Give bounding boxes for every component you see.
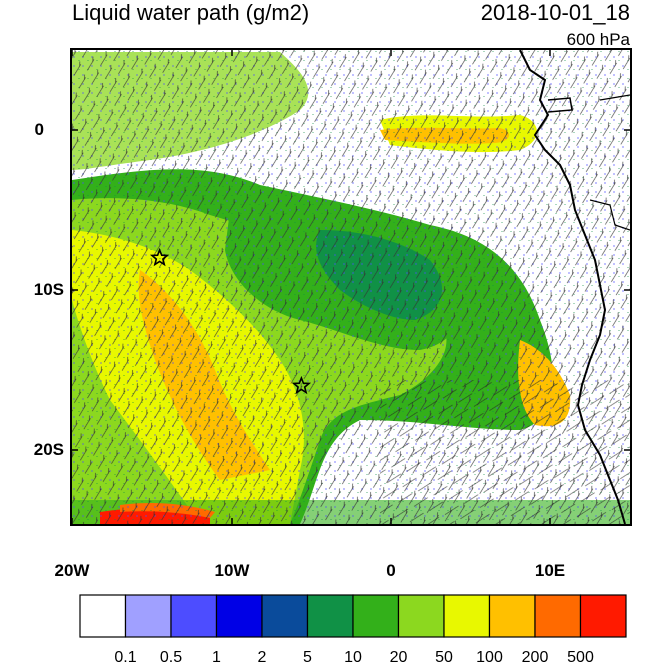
y-tick-label: 0	[34, 120, 44, 139]
axis-ticks	[71, 50, 630, 524]
star-marker-icon	[149, 247, 170, 267]
colorbar-label: 0.5	[159, 649, 183, 666]
x-tick-label: 10W	[214, 561, 250, 580]
map-title: Liquid water path (g/m2)	[72, 0, 310, 25]
colorbar-label: 1	[212, 649, 221, 666]
colorbar-label: 50	[435, 649, 453, 666]
colorbar-label: 2	[257, 649, 267, 666]
y-tick-label: 10S	[33, 280, 64, 299]
star-marker-icon	[291, 375, 312, 395]
y-tick-label: 20S	[33, 440, 64, 459]
colorbar-label: 5	[303, 649, 312, 666]
colorbar-label: 200	[521, 649, 549, 666]
colorbar-label: 20	[389, 649, 408, 666]
colorbar-label: 100	[476, 649, 503, 666]
x-tick-label: 20W	[54, 561, 90, 580]
x-tick-label: 10E	[534, 561, 566, 580]
colorbar-label: 0.1	[114, 649, 137, 666]
coastline	[519, 50, 626, 524]
colorbar-label: 10	[344, 649, 362, 666]
level-label: 600 hPa	[566, 30, 630, 49]
datetime-label: 2018-10-01_18	[480, 0, 630, 25]
map-frame	[70, 48, 632, 526]
x-tick-label: 0	[386, 561, 396, 580]
colorbar-label: 500	[567, 649, 594, 666]
